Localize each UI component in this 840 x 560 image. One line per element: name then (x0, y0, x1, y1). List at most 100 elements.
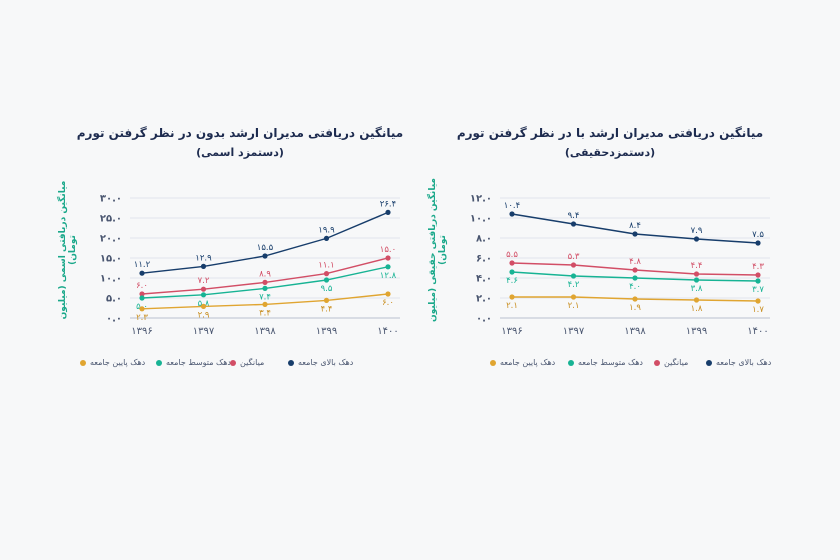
y-tick-label: ۳۰.۰ (100, 194, 122, 205)
chart-subtitle: (دستمزدحقیقی) (564, 146, 656, 159)
y-tick-label: ۲۰.۰ (100, 234, 122, 245)
x-tick-label: ۱۳۹۹ (686, 326, 707, 337)
data-label-bottom-decile: ۳.۴ (259, 308, 271, 318)
data-point-middle-decile (509, 269, 515, 275)
x-tick-label: ۱۳۹۹ (316, 326, 337, 337)
chart-title: میانگین دریافتی مدیران ارشد با در نظر گر… (456, 126, 764, 140)
data-label-middle-decile: ۴.۲ (568, 280, 580, 290)
data-label-average: ۵.۵ (506, 250, 518, 260)
data-point-middle-decile (755, 278, 761, 284)
data-point-top-decile (139, 270, 145, 276)
data-label-average: ۱۵.۰ (380, 245, 396, 255)
y-tick-label: ۶.۰ (476, 254, 492, 265)
legend: دهک پایین جامعه دهک متوسط جامعه میانگین … (60, 358, 420, 374)
data-point-middle-decile (570, 273, 577, 279)
data-point-average (755, 272, 761, 278)
legend-swatch-middle-decile (156, 359, 162, 366)
data-label-middle-decile: ۹.۵ (321, 284, 333, 294)
data-label-bottom-decile: ۲.۱ (506, 301, 518, 311)
x-tick-label: ۱۳۹۸ (254, 326, 276, 337)
data-label-bottom-decile: ۲.۹ (198, 310, 210, 320)
data-point-middle-decile (693, 277, 700, 283)
legend: دهک پایین جامعه دهک متوسط جامعه میانگین … (430, 358, 790, 374)
legend-item-middle-decile: دهک متوسط جامعه (156, 358, 231, 367)
data-label-bottom-decile: ۱.۸ (691, 304, 703, 314)
data-point-bottom-decile (570, 294, 577, 300)
y-tick-label: ۵.۰ (106, 294, 122, 305)
x-tick-label: ۱۳۹۶ (131, 326, 152, 337)
x-tick-label: ۱۳۹۸ (624, 326, 646, 337)
data-point-middle-decile (323, 277, 330, 283)
legend-label: میانگین (664, 358, 689, 367)
legend-item-average: میانگین (230, 358, 264, 367)
data-point-average (262, 279, 268, 285)
data-label-top-decile: ۱۵.۵ (257, 243, 274, 253)
real-wage-chart: میانگین دریافتی مدیران ارشد با در نظر گر… (428, 120, 790, 380)
data-point-middle-decile (262, 285, 268, 291)
data-point-top-decile (693, 236, 700, 242)
data-label-middle-decile: ۱۲.۸ (380, 271, 397, 281)
data-label-top-decile: ۷.۹ (691, 226, 703, 236)
legend-swatch-middle-decile (568, 359, 574, 366)
data-label-middle-decile: ۷.۴ (259, 292, 271, 302)
data-point-top-decile (200, 263, 207, 269)
legend-swatch-top-decile (288, 359, 294, 366)
y-tick-label: ۴.۰ (476, 274, 492, 285)
data-label-average: ۴.۴ (691, 261, 703, 271)
data-label-average: ۱۱.۱ (318, 261, 334, 271)
y-tick-label: ۱۲.۰ (470, 194, 492, 205)
data-label-middle-decile: ۴.۰ (629, 282, 641, 292)
data-point-top-decile (755, 240, 761, 246)
data-point-middle-decile (385, 264, 391, 270)
data-label-middle-decile: ۳.۷ (752, 285, 764, 295)
data-point-top-decile (570, 221, 577, 227)
data-point-top-decile (509, 211, 515, 217)
x-tick-label: ۱۴۰۰ (377, 326, 398, 337)
data-point-middle-decile (139, 295, 145, 301)
data-point-average (385, 255, 391, 261)
data-label-top-decile: ۲۶.۴ (380, 199, 396, 209)
data-label-top-decile: ۹.۴ (568, 211, 580, 221)
data-label-top-decile: ۸.۴ (629, 221, 641, 231)
data-point-average (139, 291, 145, 297)
legend-item-top-decile: دهک بالای جامعه (288, 358, 353, 367)
data-label-bottom-decile: ۲.۱ (568, 301, 580, 311)
data-point-average (632, 267, 638, 273)
data-point-average (323, 271, 330, 277)
data-label-top-decile: ۱۹.۹ (318, 225, 335, 235)
legend-label: دهک پایین جامعه (500, 358, 556, 367)
data-label-top-decile: ۱۱.۲ (134, 260, 151, 270)
x-tick-label: ۱۳۹۷ (563, 326, 585, 337)
data-label-average: ۷.۲ (198, 276, 210, 286)
legend-swatch-bottom-decile (80, 359, 86, 366)
legend-swatch-average (230, 359, 236, 366)
legend-item-bottom-decile: دهک پایین جامعه (490, 358, 555, 367)
data-point-middle-decile (632, 275, 638, 281)
chart-title: میانگین دریافتی مدیران ارشد بدون در نظر … (76, 126, 404, 140)
data-point-bottom-decile (323, 297, 330, 303)
real-plot-area: ۰.۰ ۲.۰ ۴.۰ ۶.۰ ۸.۰ ۱۰.۰ ۱۲.۰ ۱۳۹۶ ۱۳۹۷ ۱۳۹۸ ۱۳۹۹ ۱… (470, 194, 770, 337)
x-tick-label: ۱۳۹۶ (501, 326, 522, 337)
data-label-average: ۶.۰ (136, 281, 148, 291)
data-label-bottom-decile: ۱.۷ (752, 305, 764, 315)
data-point-bottom-decile (200, 303, 207, 309)
x-tick-label: ۱۴۰۰ (747, 326, 768, 337)
legend-label: دهک بالای جامعه (716, 358, 772, 367)
data-label-average: ۵.۳ (568, 252, 580, 262)
data-point-average (509, 260, 515, 266)
legend-swatch-top-decile (706, 359, 712, 366)
data-label-bottom-decile: ۱.۹ (629, 303, 641, 313)
data-point-bottom-decile (385, 291, 391, 297)
data-point-average (200, 286, 207, 292)
data-label-bottom-decile: ۴.۴ (321, 304, 333, 314)
legend-label: دهک پایین جامعه (90, 358, 146, 367)
y-tick-label: ۲۵.۰ (100, 214, 122, 225)
legend-label: دهک متوسط جامعه (166, 358, 231, 367)
legend-label: دهک متوسط جامعه (578, 358, 643, 367)
data-label-bottom-decile: ۲.۳ (136, 313, 148, 323)
data-label-top-decile: ۱۲.۹ (195, 253, 212, 263)
data-point-top-decile (262, 253, 268, 259)
data-label-bottom-decile: ۶.۰ (382, 298, 394, 308)
data-point-top-decile (632, 231, 638, 237)
